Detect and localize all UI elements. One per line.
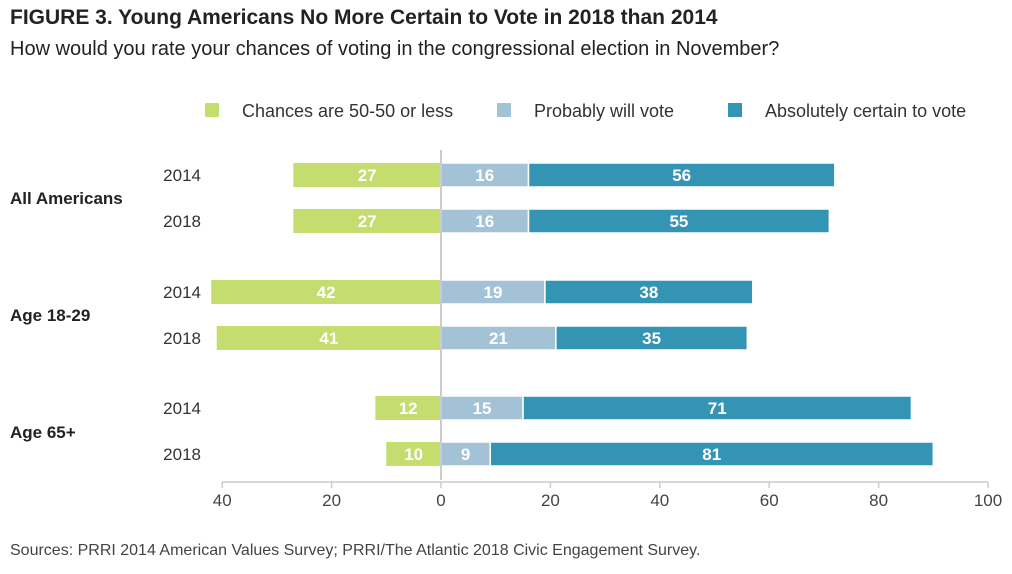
bar-2-1-0 [386, 442, 441, 466]
group-label-2: Age 65+ [10, 423, 76, 442]
chart-subtitle: How would you rate your chances of votin… [10, 38, 780, 60]
row-year-2-0: 2014 [163, 399, 201, 418]
x-tick-label-4: 40 [650, 491, 669, 510]
x-tick-label-5: 60 [760, 491, 779, 510]
data-label-0-1-0: 27 [358, 212, 377, 231]
bar-1-0-2 [544, 279, 754, 305]
legend-swatch-1 [497, 103, 511, 117]
legend-label-1: Probably will vote [534, 101, 674, 121]
chart-title: FIGURE 3. Young Americans No More Certai… [10, 6, 718, 29]
data-label-2-1-2: 81 [702, 445, 721, 464]
bar-2-0-2 [522, 395, 913, 421]
bar-1-0-0 [211, 280, 441, 304]
x-tick-label-2: 0 [436, 491, 445, 510]
data-label-1-0-2: 38 [639, 283, 658, 302]
group-label-1: Age 18-29 [10, 306, 90, 325]
data-label-2-0-0: 12 [399, 399, 418, 418]
data-label-1-1-1: 21 [489, 329, 508, 348]
source-note: Sources: PRRI 2014 American Values Surve… [10, 542, 701, 559]
data-label-1-1-0: 41 [319, 329, 338, 348]
x-tick-label-0: 40 [213, 491, 232, 510]
row-year-0-0: 2014 [163, 166, 201, 185]
bar-0-1-2 [527, 208, 831, 234]
legend-label-2: Absolutely certain to vote [765, 101, 966, 121]
x-tick-label-6: 80 [869, 491, 888, 510]
bar-0-0-0 [293, 163, 441, 187]
bar-2-0-0 [375, 396, 441, 420]
bar-1-1-0 [216, 326, 441, 350]
data-label-0-0-1: 16 [475, 166, 494, 185]
legend-swatch-2 [728, 103, 742, 117]
data-label-0-0-2: 56 [672, 166, 691, 185]
data-label-0-1-1: 16 [475, 212, 494, 231]
data-label-1-0-1: 19 [484, 283, 503, 302]
bar-1-0-1 [440, 279, 546, 305]
x-tick-label-7: 100 [974, 491, 1002, 510]
data-label-0-0-0: 27 [358, 166, 377, 185]
row-year-2-1: 2018 [163, 445, 201, 464]
data-label-2-0-2: 71 [708, 399, 727, 418]
group-label-0: All Americans [10, 189, 123, 208]
bar-1-1-2 [555, 325, 749, 351]
data-label-1-1-2: 35 [642, 329, 661, 348]
x-tick-label-3: 20 [541, 491, 560, 510]
bar-0-0-2 [527, 162, 836, 188]
row-year-1-1: 2018 [163, 329, 201, 348]
data-label-2-1-1: 9 [461, 445, 470, 464]
x-tick-label-1: 20 [322, 491, 341, 510]
row-year-0-1: 2018 [163, 212, 201, 231]
data-label-2-0-1: 15 [473, 399, 492, 418]
data-label-1-0-0: 42 [317, 283, 336, 302]
data-label-0-1-2: 55 [669, 212, 688, 231]
legend-swatch-0 [205, 103, 219, 117]
bar-0-1-0 [293, 209, 441, 233]
row-year-1-0: 2014 [163, 283, 201, 302]
legend-label-0: Chances are 50-50 or less [242, 101, 453, 121]
bar-2-1-2 [489, 441, 935, 467]
data-label-2-1-0: 10 [404, 445, 423, 464]
